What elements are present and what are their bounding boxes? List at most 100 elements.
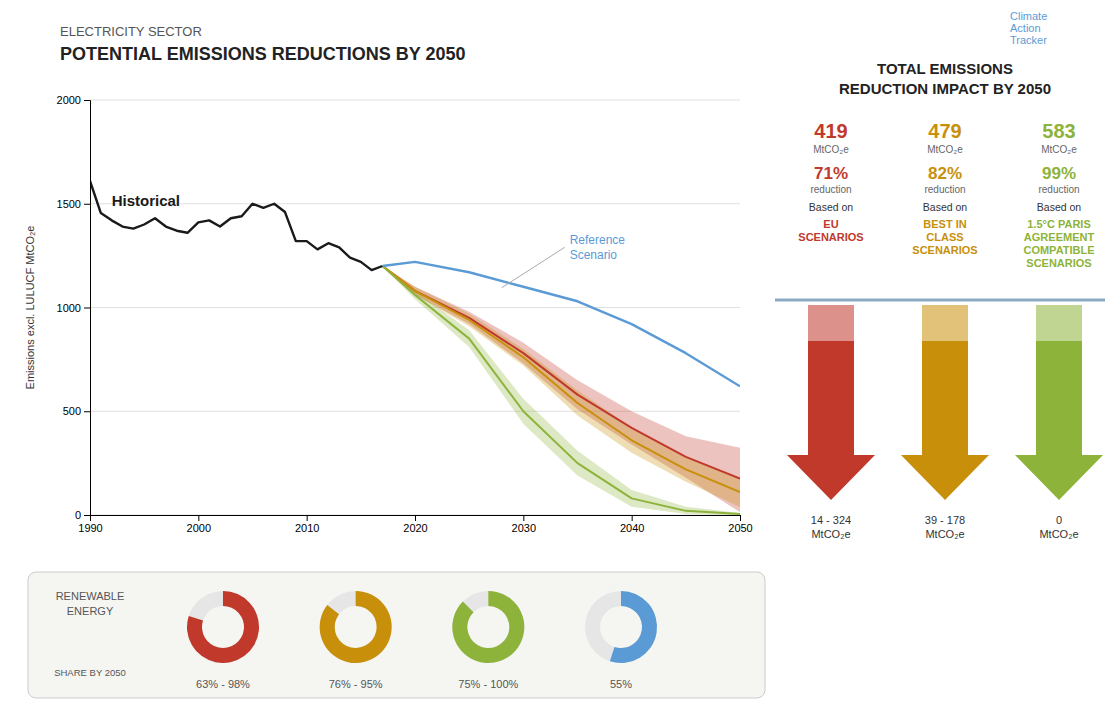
donut-title-line: ENERGY: [67, 605, 114, 617]
donut-track: [452, 591, 524, 663]
grid-line: [90, 100, 740, 101]
y-tick: 2000: [57, 94, 90, 106]
reduction-text: reduction: [810, 184, 851, 195]
subtitle-line: ELECTRICITY SECTOR: [60, 24, 202, 39]
x-tick-mark: [523, 515, 524, 521]
logo-text-line: Climate: [1010, 10, 1047, 22]
plot-area: [90, 181, 740, 515]
range-label: 0MtCO₂e: [1039, 514, 1078, 540]
x-tick-label: 2000: [187, 522, 211, 534]
band-area: [383, 266, 741, 515]
logo-text-line: Tracker: [1010, 34, 1047, 46]
donut-box: [28, 572, 765, 698]
x-tick-label: 2010: [295, 522, 319, 534]
donut: [187, 591, 259, 663]
y-axis-title: Emissions excl. LULUCF MtCO₂e: [24, 226, 36, 390]
based-on: Based on: [1037, 201, 1082, 213]
scenario-name-line: COMPATIBLE: [1023, 244, 1094, 256]
grid-line: [90, 203, 740, 204]
based-on: Based on: [809, 201, 854, 213]
x-tick: 2010: [295, 515, 319, 534]
y-tick: 500: [63, 405, 90, 417]
data-label: 583: [1042, 120, 1075, 142]
x-tick-label: 2020: [403, 522, 427, 534]
scenario-name-line: AGREEMENT: [1024, 231, 1095, 243]
reduction-label: 71%: [814, 164, 848, 183]
line: [383, 262, 741, 387]
donut-arc: [452, 591, 524, 663]
donut-track: [187, 591, 259, 663]
scenario-name: EUSCENARIOS: [798, 218, 863, 243]
y-tick: 1000: [57, 302, 90, 314]
panel-subtitle: REDUCTION IMPACT BY 2050: [839, 80, 1051, 97]
annotation-leader: [502, 247, 565, 287]
annotation: Historical: [112, 192, 180, 209]
data-label-line: 55%: [610, 678, 632, 690]
based-on-line: Based on: [923, 201, 968, 213]
scenario-name: BEST INCLASSSCENARIOS: [912, 218, 977, 256]
y-tick-label: 1000: [57, 302, 81, 314]
annotation-line: Scenario: [570, 248, 618, 262]
unit-label-line: MtCO₂e: [1041, 144, 1077, 155]
based-on-line: Based on: [809, 201, 854, 213]
reduction-label: 99%: [1042, 164, 1076, 183]
y-tick-label: 500: [63, 405, 81, 417]
donut-track: [585, 591, 657, 663]
band-line: [383, 266, 741, 492]
y-tick-label: 2000: [57, 94, 81, 106]
logo-text: ClimateActionTracker: [1010, 10, 1047, 46]
panel-subtitle-line: REDUCTION IMPACT BY 2050: [839, 80, 1051, 97]
scenario-name-line: SCENARIOS: [798, 231, 863, 243]
x-tick: 2050: [728, 515, 752, 534]
reduction-text: reduction: [1038, 184, 1079, 195]
data-label-line: 419: [814, 120, 847, 142]
y-tick: 0: [75, 509, 90, 521]
range-label-line: 14 - 324: [811, 514, 851, 526]
scenario-name-line: 1.5°C PARIS: [1027, 218, 1091, 230]
x-axis: 1990200020102020203020402050: [78, 515, 752, 534]
reduction-label-line: 82%: [928, 164, 962, 183]
y-tick-mark: [84, 515, 90, 516]
title-line: POTENTIAL EMISSIONS REDUCTIONS BY 2050: [60, 44, 465, 64]
reduction-text-line: reduction: [810, 184, 851, 195]
range-label-line: 39 - 178: [925, 514, 965, 526]
x-tick: 2030: [512, 515, 536, 534]
scenario-name-line: EU: [823, 218, 838, 230]
range-label-line: MtCO₂e: [1039, 528, 1078, 540]
donut: [320, 591, 392, 663]
reduction-label-line: 71%: [814, 164, 848, 183]
title: POTENTIAL EMISSIONS REDUCTIONS BY 2050: [60, 44, 465, 64]
unit-label: MtCO₂e: [1041, 144, 1077, 155]
donut-title: RENEWABLEENERGY: [56, 590, 125, 617]
y-axis: 0 500 1000 1500 2000: [57, 94, 91, 521]
grid-line: [90, 411, 740, 412]
range-label-line: MtCO₂e: [925, 528, 964, 540]
x-tick: 2000: [187, 515, 211, 534]
data-label-line: 479: [928, 120, 961, 142]
arrow-range-band: [808, 305, 854, 341]
reduction-text: reduction: [924, 184, 965, 195]
y-tick-mark: [84, 308, 90, 309]
y-tick-mark: [84, 100, 90, 101]
data-label-line: 583: [1042, 120, 1075, 142]
data-label: 479: [928, 120, 961, 142]
y-tick-label: 0: [75, 509, 81, 521]
annotation: ReferenceScenario: [570, 233, 626, 262]
subtitle: ELECTRICITY SECTOR: [60, 24, 202, 39]
based-on: Based on: [923, 201, 968, 213]
donut: [585, 591, 657, 663]
data-label-line: 75% - 100%: [458, 678, 518, 690]
y-tick-mark: [84, 411, 90, 412]
annotation-line: Historical: [112, 192, 180, 209]
band-area: [383, 266, 741, 507]
data-label: 419: [814, 120, 847, 142]
reduction-label: 82%: [928, 164, 962, 183]
y-tick-label: 1500: [57, 198, 81, 210]
donut-arc: [187, 591, 259, 663]
x-tick-mark: [632, 515, 633, 521]
scenario-name-line: BEST IN: [923, 218, 966, 230]
x-tick: 1990: [78, 515, 102, 534]
reduction-text-line: reduction: [924, 184, 965, 195]
donut: [452, 591, 524, 663]
band-line: [383, 266, 741, 514]
